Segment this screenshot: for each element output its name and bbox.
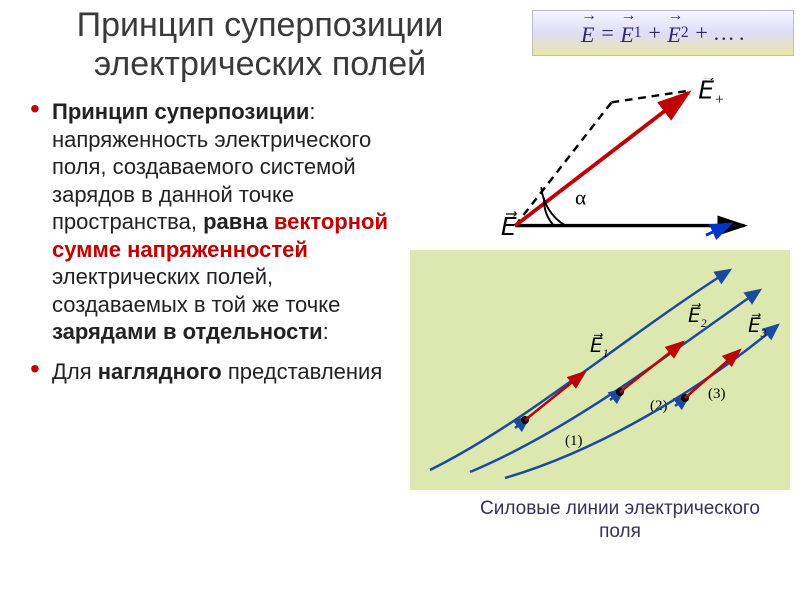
tangent-vector	[525, 372, 585, 420]
label-alpha: α	[575, 185, 586, 209]
vec-E2: E	[667, 18, 680, 48]
fieldlines-caption: Силовые линии электрического поля	[480, 498, 760, 544]
e-plus-vector	[515, 93, 688, 226]
tangent-vector	[620, 342, 683, 392]
equals: =	[600, 20, 615, 46]
vec-E1: E	[620, 18, 633, 48]
bullet-1: Принцип суперпозиции: напряженность элек…	[30, 98, 390, 346]
plus-1: +	[647, 20, 662, 46]
p1b: электрических полей, создаваемых в той ж…	[52, 264, 340, 317]
vector-label: E⃗3	[748, 312, 767, 340]
p1colon: :	[323, 319, 329, 344]
superposition-formula: E = E1 + E2 + … .	[532, 10, 794, 56]
slide: Принцип суперпозиции электрических полей…	[0, 0, 800, 600]
vec-E: E	[581, 18, 594, 48]
label-E: E⃗	[501, 212, 518, 242]
lead: Принцип суперпозиции	[52, 99, 309, 124]
p2a: Для	[52, 359, 98, 384]
field-line	[505, 325, 778, 478]
curve-number: (3)	[708, 386, 726, 402]
slide-title: Принцип суперпозиции электрических полей	[0, 6, 520, 84]
sub-2: 2	[681, 24, 689, 42]
vector-label: E⃗1	[590, 332, 609, 360]
p1mid: равна	[203, 209, 274, 234]
body-text: Принцип суперпозиции: напряженность элек…	[30, 98, 390, 397]
fieldlines-diagram: (1)(2)(3)E⃗1E⃗2E⃗3	[410, 250, 790, 490]
curve-number: (1)	[565, 433, 583, 449]
formula-tail: + … .	[694, 20, 745, 46]
p2b: наглядного	[98, 359, 222, 384]
vector-label: E⃗2	[688, 302, 707, 330]
vector-diagram: E⃗ E⃗+ α	[496, 78, 756, 248]
bullet-2: Для наглядного представления	[30, 358, 390, 386]
p2c: представления	[222, 359, 383, 384]
field-line	[470, 290, 760, 472]
sub-1: 1	[634, 24, 642, 42]
label-E-plus: E⃗+	[698, 78, 724, 108]
p1tail: зарядами в отдельности	[52, 319, 323, 344]
